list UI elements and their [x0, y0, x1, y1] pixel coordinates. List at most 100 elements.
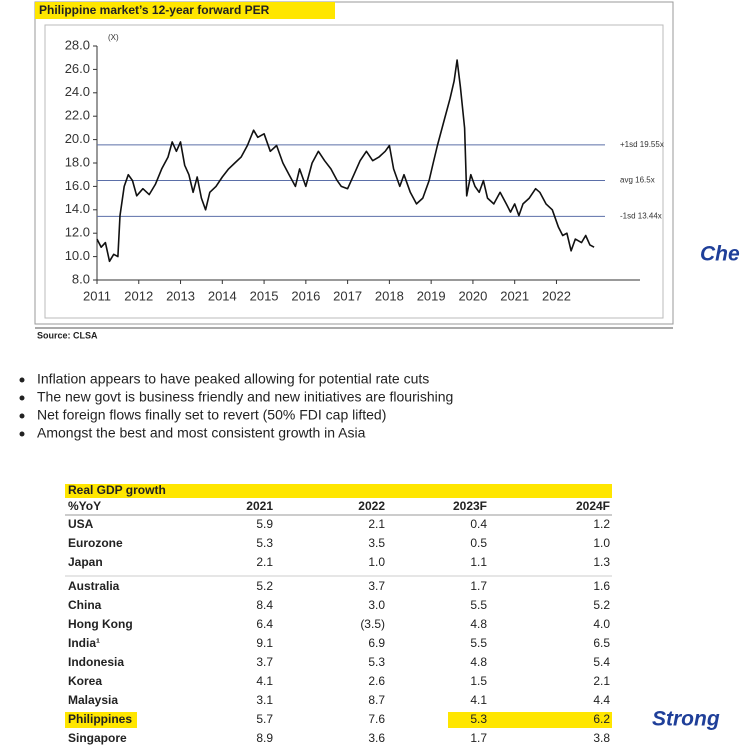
y-unit: (X): [108, 33, 119, 42]
table-cell: 0.5: [470, 536, 487, 550]
bullet-text: Net foreign flows finally set to revert …: [37, 407, 386, 423]
row-label: Singapore: [68, 731, 127, 745]
bullet-text: The new govt is business friendly and ne…: [37, 389, 453, 405]
table-cell: 6.9: [368, 636, 385, 650]
bullet-dot: [19, 413, 25, 419]
y-tick-label: 28.0: [65, 37, 90, 52]
table-cell: 1.6: [593, 579, 610, 593]
x-tick-label: 2019: [417, 288, 446, 303]
y-tick-label: 8.0: [72, 271, 90, 286]
x-tick-label: 2015: [250, 288, 279, 303]
y-tick-label: 20.0: [65, 131, 90, 146]
table-cell: 5.5: [470, 636, 487, 650]
title-band: [35, 2, 335, 19]
y-tick-label: 26.0: [65, 61, 90, 76]
table-cell: 5.2: [593, 598, 610, 612]
table-cell: 4.0: [593, 617, 610, 631]
side-text: Che: [700, 243, 740, 266]
table-cell: 5.5: [470, 598, 487, 612]
x-tick-label: 2017: [333, 288, 362, 303]
y-tick-label: 22.0: [65, 108, 90, 123]
table-cell: 6.5: [593, 636, 610, 650]
chart-title: Philippine market’s 12-year forward PER: [39, 3, 270, 17]
x-tick-label: 2014: [208, 288, 237, 303]
x-tick-label: 2012: [124, 288, 153, 303]
plot-frame: [44, 24, 664, 319]
table-cell: 1.7: [470, 579, 487, 593]
row-label: Australia: [68, 579, 120, 593]
table-title-band: [65, 484, 612, 498]
table-cell: 4.8: [470, 655, 487, 669]
table-cell: 3.7: [368, 579, 385, 593]
row-label: Indonesia: [68, 655, 124, 669]
table-cell: 0.4: [470, 517, 487, 531]
table-cell: 6.2: [593, 712, 610, 726]
source: Source: CLSA: [37, 330, 98, 340]
row-label: Eurozone: [68, 536, 123, 550]
table-cell: 1.1: [470, 555, 487, 569]
table-cell: 2024F: [576, 499, 610, 513]
x-tick-label: 2011: [83, 288, 111, 303]
row-label: Philippines: [68, 712, 132, 726]
x-tick-label: 2021: [500, 288, 529, 303]
row-label: India¹: [68, 636, 100, 650]
row-label: USA: [68, 517, 94, 531]
row-label: Hong Kong: [68, 617, 133, 631]
table-cell: 3.8: [593, 731, 610, 745]
row-label: %YoY: [68, 499, 101, 513]
table-cell: 3.5: [368, 536, 385, 550]
table-cell: 3.1: [256, 693, 273, 707]
table-cell: 4.8: [470, 617, 487, 631]
chart-frame: [34, 1, 674, 325]
table-cell: 5.2: [256, 579, 273, 593]
y-tick-label: 18.0: [65, 154, 90, 169]
table-cell: 5.3: [470, 712, 487, 726]
table-cell: 9.1: [256, 636, 273, 650]
table-cell: 3.0: [368, 598, 385, 612]
table-cell: 6.4: [256, 617, 273, 631]
table-cell: 2021: [246, 499, 273, 513]
table-cell: 3.7: [256, 655, 273, 669]
table-cell: 8.9: [256, 731, 273, 745]
table-cell: 2.1: [368, 517, 385, 531]
row-label: Korea: [68, 674, 102, 688]
table-cell: 1.0: [368, 555, 385, 569]
row-label: China: [68, 598, 102, 612]
y-tick-label: 12.0: [65, 225, 90, 240]
table-cell: 1.5: [470, 674, 487, 688]
side-text: Strong: [652, 708, 720, 731]
y-tick-label: 24.0: [65, 84, 90, 99]
bullet-dot: [19, 377, 25, 383]
reference-label: avg 16.5x: [620, 176, 655, 185]
x-tick-label: 2018: [375, 288, 404, 303]
bullet-text: Amongst the best and most consistent gro…: [37, 425, 366, 441]
table-cell: 3.6: [368, 731, 385, 745]
reference-label: -1sd 13.44x: [620, 211, 662, 220]
bullet-dot: [19, 395, 25, 401]
table-cell: 7.6: [368, 712, 385, 726]
row-label: Japan: [68, 555, 103, 569]
table-cell: 8.4: [256, 598, 273, 612]
x-tick-label: 2022: [542, 288, 571, 303]
table-cell: 2.1: [593, 674, 610, 688]
table-cell: 5.4: [593, 655, 610, 669]
y-tick-label: 14.0: [65, 201, 90, 216]
table-cell: 8.7: [368, 693, 385, 707]
bullet-dot: [19, 431, 25, 437]
y-tick-label: 16.0: [65, 178, 90, 193]
table-cell: 2022: [358, 499, 385, 513]
reference-label: +1sd 19.55x: [620, 140, 664, 149]
table-cell: 4.4: [593, 693, 610, 707]
table-cell: 2023F: [453, 499, 487, 513]
x-tick-label: 2013: [166, 288, 195, 303]
y-tick-label: 10.0: [65, 248, 90, 263]
table-cell: 5.3: [256, 536, 273, 550]
table-cell: 5.3: [368, 655, 385, 669]
table-cell: 1.0: [593, 536, 610, 550]
table-cell: 5.9: [256, 517, 273, 531]
x-tick-label: 2016: [291, 288, 320, 303]
table-title: Real GDP growth: [68, 483, 166, 497]
table-cell: 1.7: [470, 731, 487, 745]
